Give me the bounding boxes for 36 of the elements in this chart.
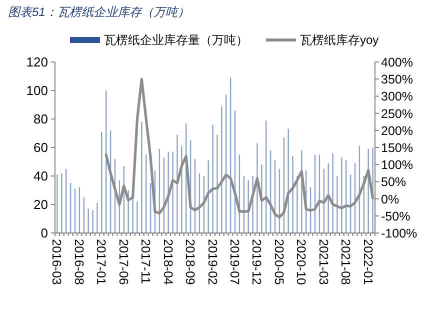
- y2-tick-label: 350%: [381, 72, 413, 87]
- y-tick-label: 40: [34, 168, 48, 184]
- y-tick-label: 20: [34, 197, 48, 212]
- x-tick-label: 2021-03: [316, 239, 330, 285]
- y2-tick-label: 0%: [381, 192, 400, 206]
- x-tick-label: 2019-02: [205, 239, 220, 285]
- title: 图表51：瓦楞纸企业库存（万吨）: [8, 5, 190, 19]
- x-tick-label: 2017-11: [138, 239, 153, 284]
- y-tick-label: 100: [26, 83, 48, 98]
- x-tick-label: 2020-10: [294, 239, 308, 285]
- legend-label: 瓦楞纸企业库存量（万吨）: [104, 33, 248, 47]
- x-tick-label: 2016-08: [72, 239, 86, 285]
- y2-tick-label: 50%: [381, 175, 406, 190]
- y-tick-label: 0: [40, 226, 48, 240]
- x-tick-label: 2020-05: [272, 239, 286, 285]
- x-tick-label: 2019-12: [250, 239, 264, 285]
- y2-tick-label: 400%: [381, 56, 413, 70]
- y-tick-label: 80: [34, 112, 48, 126]
- x-tick-label: 2019-07: [228, 239, 242, 285]
- y2-tick-label: 300%: [381, 90, 413, 104]
- y2-tick-label: 150%: [381, 141, 413, 155]
- y2-tick-label: 200%: [381, 124, 413, 138]
- x-tick-label: 2018-09: [183, 239, 198, 285]
- y2-tick-label: 100%: [381, 158, 413, 172]
- x-tick-label: 2016-03: [50, 239, 64, 285]
- y-tick-label: 120: [26, 54, 48, 70]
- y2-tick-label: -100%: [381, 226, 418, 240]
- y-tick-label: 60: [34, 140, 48, 155]
- x-tick-label: 2018-04: [160, 239, 175, 285]
- x-tick-label: 2021-08: [338, 239, 353, 285]
- legend-label: 瓦楞纸库存yoy: [300, 33, 379, 47]
- x-tick-label: 2017-06: [116, 239, 130, 285]
- y2-tick-label: 250%: [381, 106, 413, 121]
- x-tick-label: 2017-01: [94, 239, 108, 285]
- y2-tick-label: -50%: [381, 209, 410, 224]
- x-tick-label: 2022-01: [360, 239, 375, 285]
